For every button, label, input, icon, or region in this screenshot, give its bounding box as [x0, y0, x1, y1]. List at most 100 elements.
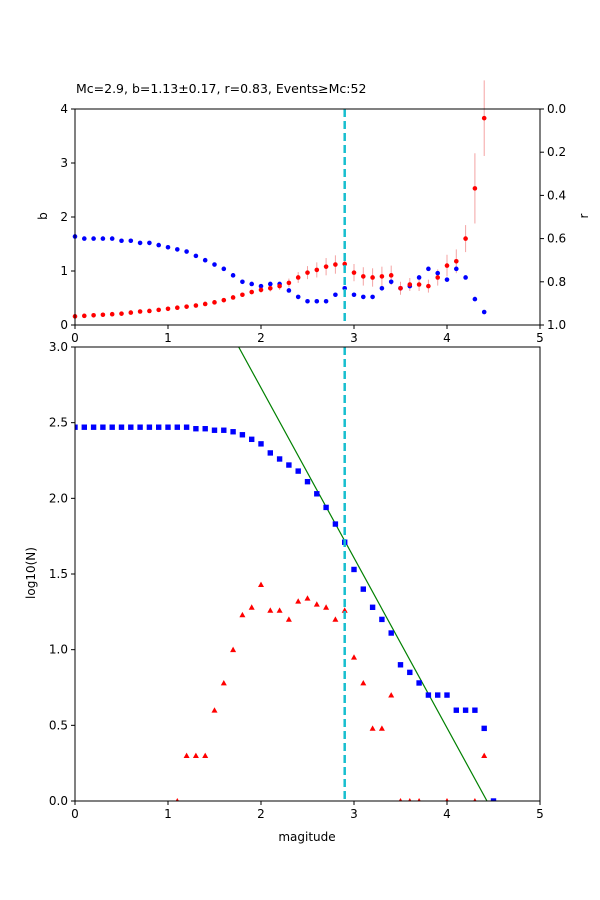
noncumulative-point — [378, 725, 385, 731]
cumulative-point — [388, 630, 394, 636]
r-point — [333, 292, 338, 298]
cumulative-point — [462, 707, 469, 713]
b-point — [119, 311, 124, 316]
top-y-tick-label: 2 — [60, 210, 68, 224]
bottom-y-tick-label: 0.0 — [49, 794, 68, 808]
cumulative-point — [267, 450, 273, 456]
cumulative-point — [416, 680, 422, 686]
b-point — [249, 289, 254, 295]
noncumulative-point — [408, 798, 412, 801]
r-point — [175, 247, 180, 252]
b-point — [202, 301, 208, 307]
top-y-tick-label: 0 — [60, 318, 68, 332]
top-right-y-tick-label: 0.6 — [547, 232, 566, 246]
noncumulative-point — [417, 798, 421, 801]
b-point — [472, 186, 478, 191]
r-point — [249, 281, 254, 287]
b-point — [175, 305, 180, 311]
cumulative-point — [304, 478, 311, 485]
cumulative-point — [109, 424, 115, 430]
bottom-plot-area: 0 1 2 3 4 5 0.0 0.5 1.0 1.5 2.0 2.5 3.0 — [49, 340, 544, 821]
cumulative-point — [425, 692, 432, 698]
x-axis-label: magitude — [278, 830, 335, 844]
top-y-tick-label: 4 — [60, 102, 68, 116]
b-point — [82, 313, 87, 319]
cumulative-point — [128, 424, 134, 430]
cumulative-point — [137, 424, 143, 430]
bottom-y-tick-label: 3.0 — [49, 340, 68, 354]
b-point — [258, 287, 264, 293]
b-point — [165, 306, 171, 312]
r-point — [361, 294, 366, 300]
cumulative-point — [360, 586, 366, 592]
top-x-tick-label: 4 — [443, 331, 451, 345]
noncumulative-point — [332, 616, 339, 622]
r-point — [370, 294, 375, 300]
r-point — [379, 285, 385, 291]
gr-fit-line — [238, 347, 488, 801]
top-right-y-tick-label: 0.8 — [547, 275, 566, 289]
noncumulative-point — [323, 604, 330, 610]
b-point — [147, 308, 152, 314]
r-point — [137, 240, 143, 246]
cumulative-point — [314, 491, 320, 497]
bottom-x-tick-label: 3 — [350, 807, 358, 821]
b-point — [351, 270, 357, 275]
r-point — [240, 279, 245, 285]
bottom-plot-frame — [74, 346, 541, 802]
r-point — [109, 236, 115, 241]
noncumulative-point — [295, 598, 302, 604]
noncumulative-point — [192, 752, 199, 758]
b-point — [109, 311, 115, 317]
noncumulative-point — [398, 798, 403, 801]
r-point — [193, 253, 199, 259]
cumulative-point — [183, 424, 190, 430]
noncumulative-point — [388, 692, 395, 698]
top-y-tick-label: 1 — [60, 264, 68, 278]
b-point — [323, 264, 329, 269]
bottom-y-tick-label: 2.5 — [49, 416, 68, 430]
b-point — [268, 285, 273, 291]
noncumulative-point — [220, 679, 227, 686]
b-point — [277, 283, 282, 289]
cumulative-point — [435, 692, 441, 698]
r-point — [435, 270, 441, 276]
noncumulative-point — [211, 707, 218, 713]
top-x-tick-label: 0 — [71, 331, 79, 345]
noncumulative-point — [481, 752, 488, 758]
cumulative-point — [211, 427, 218, 433]
b-point — [221, 297, 227, 303]
noncumulative-point — [341, 607, 348, 613]
cumulative-point — [239, 432, 246, 438]
cumulative-point — [75, 424, 78, 430]
cumulative-point — [81, 424, 87, 430]
cumulative-point — [286, 462, 292, 468]
b-point — [481, 115, 487, 121]
cumulative-point — [397, 662, 404, 668]
top-right-y-tick-label: 0.0 — [547, 102, 566, 116]
r-point — [426, 266, 431, 272]
cumulative-point — [118, 424, 125, 430]
b-point — [305, 270, 310, 275]
cumulative-point — [453, 707, 459, 713]
b-point — [212, 300, 217, 305]
r-point — [444, 277, 450, 282]
bottom-y-tick-label: 1.0 — [49, 643, 68, 657]
r-point — [147, 240, 152, 246]
bottom-data-group — [75, 347, 497, 801]
top-right-y-tick-label: 0.2 — [547, 145, 566, 159]
chart-title: Mc=2.9, b=1.13±0.17, r=0.83, Events≥Mc:5… — [76, 81, 366, 96]
bottom-y-tick-label: 0.5 — [49, 718, 68, 732]
r-point — [295, 294, 301, 300]
b-point — [128, 310, 134, 315]
cumulative-point — [444, 692, 450, 698]
noncumulative-point — [304, 595, 311, 601]
b-point — [454, 258, 459, 264]
bottom-x-tick-label: 4 — [443, 807, 451, 821]
top-plot-frame — [74, 108, 541, 326]
r-point — [463, 275, 468, 280]
noncumulative-point — [248, 604, 255, 610]
bottom-x-tick-label: 2 — [257, 807, 265, 821]
noncumulative-point — [230, 646, 237, 653]
noncumulative-point — [360, 679, 367, 686]
